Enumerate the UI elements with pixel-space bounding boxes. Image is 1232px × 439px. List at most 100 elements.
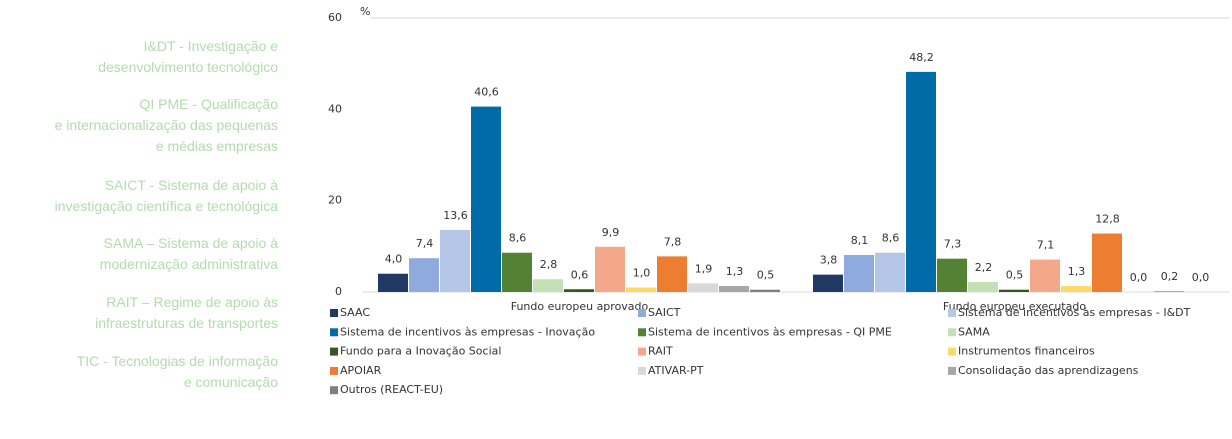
legend-swatch [948,309,956,317]
sidebar-line: e internacionalização das pequenas [54,117,278,133]
sidebar-line: I&DT - Investigação e [143,38,278,54]
bar [844,255,874,292]
value-label: 1,9 [695,262,713,275]
sidebar-line: TIC - Tecnologias de informação [76,353,278,369]
legend-swatch [330,366,338,375]
sidebar-line: SAICT - Sistema de apoio à [104,177,278,193]
bar [440,229,470,292]
sidebar-line: infraestruturas de transportes [95,315,278,331]
sidebar-item: SAICT - Sistema de apoio à investigação c… [55,175,278,217]
bar [378,273,408,292]
bar [409,258,439,292]
value-label: 0,0 [1130,271,1148,284]
bar [533,279,563,292]
bar [502,252,532,292]
legend-label: Sistema de incentivos às empresas - Inov… [340,325,595,338]
bar [937,258,967,292]
x-tick-label: Fundo europeu executado [943,300,1086,313]
bar [875,252,905,292]
legend-label: Outros (REACT-EU) [340,383,443,396]
bar [1092,233,1122,292]
sidebar-item: TIC - Tecnologias de informação e comunic… [77,351,278,393]
value-label: 7,1 [1037,239,1055,252]
value-label: 3,8 [820,254,838,267]
value-label: 8,1 [851,234,869,247]
bar [595,246,625,292]
legend-label: Consolidação das aprendizagens [958,364,1139,377]
value-label: 8,6 [509,232,527,245]
value-label: 40,6 [474,86,499,99]
value-label: 0,5 [757,269,775,282]
value-label: 7,8 [664,235,682,248]
legend-label: APOIAR [340,364,382,377]
legend-label: ATIVAR-PT [648,364,704,377]
legend-swatch [948,328,956,337]
legend-label: Fundo para a Inovação Social [340,345,501,358]
legend-swatch [948,366,956,375]
bar [657,256,687,292]
legend-label: SAAC [340,306,370,319]
value-label: 13,6 [443,209,468,222]
sidebar-line: RAIT – Regime de apoio às [106,294,278,310]
bar [564,289,594,292]
legend-label: SAMA [958,325,990,338]
value-label: 2,2 [975,261,993,274]
legend-swatch [638,366,646,375]
legend-label: Instrumentos financeiros [958,345,1095,358]
sidebar-item: I&DT - Investigação e desenvolvimento tec… [98,36,278,78]
sidebar-line: modernização administrativa [99,256,278,272]
value-label: 0,2 [1161,270,1179,283]
legend-swatch [330,386,338,395]
sidebar-item: QI PME - Qualificação e internacionalizaç… [55,94,278,157]
y-tick-label: 20 [328,194,342,207]
bar [1154,291,1184,292]
value-label: 1,3 [726,265,744,278]
bar [999,289,1029,292]
value-label: 1,0 [633,266,651,279]
legend-swatch [638,328,646,337]
value-label: 48,2 [909,51,934,64]
bar [626,287,656,292]
bar [719,286,749,292]
legend-label: SAICT [648,306,681,319]
y-tick-label: 40 [328,102,342,115]
value-label: 8,6 [882,232,900,245]
bar [1061,286,1091,292]
sidebar-item: RAIT – Regime de apoio às infraestruturas… [95,292,278,334]
sidebar-line: e comunicação [183,374,278,390]
bar [471,106,501,293]
legend-swatch [948,347,956,356]
value-label: 1,3 [1068,265,1086,278]
value-label: 0,6 [571,268,589,281]
bar [1030,259,1060,292]
y-tick-label: 0 [335,285,342,298]
sidebar-line: SAMA – Sistema de apoio à [103,235,278,251]
value-label: 2,8 [540,258,558,271]
legend-swatch [638,347,646,356]
x-tick-label: Fundo europeu aprovado [511,300,649,313]
value-label: 0,0 [1192,271,1210,284]
value-label: 0,5 [1006,269,1024,282]
legend-swatch [330,309,338,317]
bar [906,71,936,293]
legend-label: RAIT [648,345,673,358]
sidebar-line: QI PME - Qualificação [139,96,279,112]
bar [813,274,843,292]
sidebar-item: SAMA – Sistema de apoio à modernização ad… [100,233,278,275]
bar [968,281,998,292]
value-label: 7,4 [416,237,434,250]
sidebar-line: e médias empresas [155,138,278,154]
y-unit: % [360,5,370,18]
value-label: 9,9 [602,226,620,239]
bar [688,283,718,292]
sidebar-line: investigação científica e tecnológica [54,198,278,214]
value-label: 7,3 [944,238,962,251]
sidebar-line: desenvolvimento tecnológico [98,59,278,75]
bar [750,289,780,292]
legend-swatch [330,347,338,356]
legend-label: Sistema de incentivos às empresas - QI P… [648,325,892,338]
y-tick-label: 60 [328,11,342,24]
legend-swatch [638,309,646,317]
